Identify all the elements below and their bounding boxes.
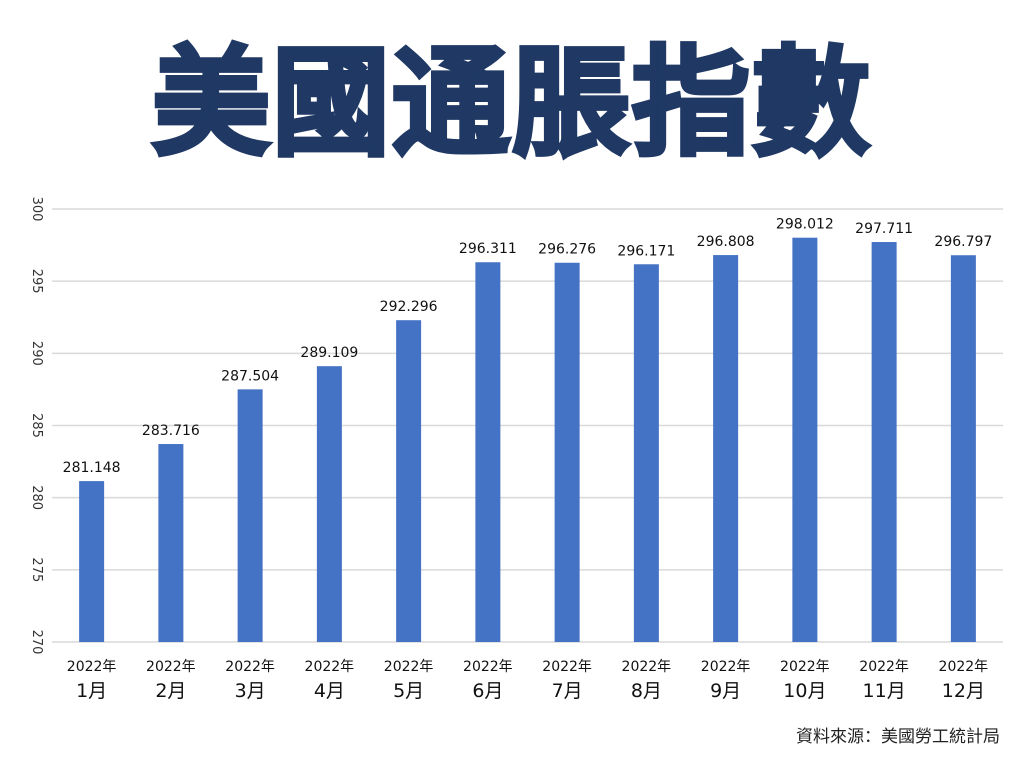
source-note: 資料來源：美國勞工統計局 (796, 727, 1000, 747)
bar (871, 242, 897, 642)
x-tick-label-year: 2022年 (939, 659, 989, 675)
x-tick-label-month: 4月 (314, 680, 345, 702)
y-tick-label: 290 (29, 341, 44, 366)
data-label: 296.276 (538, 242, 596, 258)
x-tick-label-year: 2022年 (146, 659, 196, 675)
data-label: 297.711 (855, 221, 913, 237)
bar (475, 262, 501, 642)
x-tick-label-year: 2022年 (384, 659, 434, 675)
bar (316, 366, 342, 642)
bar (79, 481, 105, 642)
x-tick-label-month: 8月 (631, 680, 662, 702)
y-tick-label: 280 (29, 485, 44, 510)
gridlines (52, 208, 1003, 643)
data-label: 296.311 (459, 241, 517, 257)
x-axis-ticks: 2022年 1月 2022年 2月 2022年 3月 2022年 4月 2022年 5月 2022年… (67, 659, 988, 702)
y-tick-label: 275 (29, 557, 44, 582)
data-labels: 281.148 283.716 287.504 289.109 292.296 296.3… (63, 217, 993, 476)
data-label: 292.296 (380, 299, 438, 315)
chart-title: 美國通脹指數 (150, 34, 872, 172)
x-tick-label-year: 2022年 (859, 659, 909, 675)
x-tick-label-month: 5月 (393, 680, 424, 702)
bar (950, 255, 976, 642)
y-axis-ticks: 270 275 280 285 290 295 300 (29, 197, 44, 655)
x-tick-label-month: 12月 (942, 680, 985, 702)
x-tick-label-year: 2022年 (701, 659, 751, 675)
y-tick-label: 270 (29, 630, 44, 655)
x-tick-label-year: 2022年 (305, 659, 355, 675)
bars (79, 237, 976, 642)
data-label: 296.808 (697, 234, 755, 250)
y-tick-label: 295 (29, 269, 44, 294)
x-tick-label-year: 2022年 (463, 659, 513, 675)
x-tick-label-year: 2022年 (622, 659, 672, 675)
x-tick-label-year: 2022年 (780, 659, 830, 675)
data-label: 287.504 (221, 368, 279, 384)
x-tick-label-month: 7月 (552, 680, 583, 702)
y-tick-label: 300 (29, 197, 44, 222)
x-tick-label-month: 1月 (76, 680, 107, 702)
bar (237, 389, 263, 642)
x-tick-label-month: 6月 (472, 680, 503, 702)
x-tick-label-year: 2022年 (67, 659, 117, 675)
bar (792, 237, 818, 642)
x-tick-label-month: 9月 (710, 680, 741, 702)
data-label: 296.171 (617, 243, 675, 259)
bar (158, 444, 184, 642)
x-tick-label-month: 11月 (863, 680, 906, 702)
bar (396, 320, 422, 642)
data-label: 289.109 (300, 345, 358, 361)
data-label: 281.148 (63, 460, 121, 476)
x-tick-label-month: 10月 (783, 680, 826, 702)
bar (554, 262, 580, 642)
data-label: 296.797 (934, 234, 992, 250)
data-label: 298.012 (776, 217, 834, 233)
x-tick-label-month: 3月 (235, 680, 266, 702)
x-tick-label-year: 2022年 (225, 659, 275, 675)
bar (633, 264, 659, 642)
y-tick-label: 285 (29, 413, 44, 438)
bar (713, 255, 739, 642)
data-label: 283.716 (142, 423, 200, 439)
x-tick-label-year: 2022年 (542, 659, 592, 675)
x-tick-label-month: 2月 (155, 680, 186, 702)
